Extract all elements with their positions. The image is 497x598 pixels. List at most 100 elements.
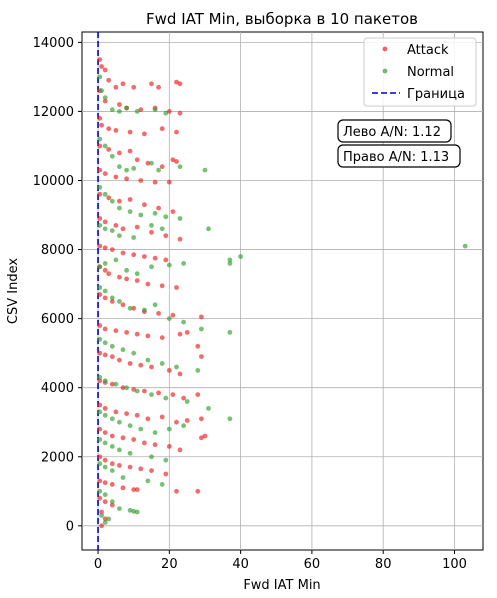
attack-point: [131, 84, 137, 90]
normal-point: [227, 330, 233, 335]
attack-point: [177, 110, 183, 116]
normal-point: [149, 454, 154, 460]
attack-point: [142, 388, 147, 394]
normal-point: [124, 105, 129, 111]
normal-point: [145, 357, 151, 363]
normal-point: [131, 166, 137, 171]
normal-point: [159, 361, 165, 366]
normal-point: [102, 143, 108, 149]
attack-point: [106, 147, 112, 152]
attack-point: [195, 392, 201, 397]
attack-point: [202, 433, 208, 439]
attack-point: [97, 402, 103, 408]
attack-point: [102, 267, 108, 273]
normal-point: [127, 423, 133, 429]
attack-point: [177, 371, 183, 377]
normal-point: [102, 378, 108, 384]
normal-point: [124, 385, 129, 391]
attack-point: [131, 305, 137, 311]
attack-point: [177, 447, 183, 453]
attack-point: [181, 395, 187, 401]
attack-point: [117, 102, 122, 107]
annotation-left-box: [337, 119, 452, 143]
normal-points: [97, 74, 468, 525]
attack-point: [170, 209, 176, 215]
x-axis-label: Fwd IAT Min: [243, 578, 320, 593]
normal-point: [462, 243, 468, 249]
normal-point: [166, 426, 172, 432]
normal-point: [97, 461, 103, 467]
normal-point: [149, 264, 154, 270]
normal-point: [149, 392, 154, 397]
normal-point: [152, 302, 158, 308]
normal-point: [117, 299, 122, 304]
attack-point: [97, 323, 103, 328]
normal-point: [124, 167, 129, 173]
normal-point: [149, 160, 154, 166]
attack-point: [106, 77, 112, 83]
attack-point: [120, 435, 126, 441]
x-tick-label: 20: [161, 557, 178, 572]
normal-point: [102, 340, 108, 346]
attack-point: [177, 81, 183, 87]
attack-point: [163, 233, 169, 239]
attack-point: [145, 333, 151, 339]
normal-point: [109, 444, 115, 449]
legend-label-threshold: Граница: [407, 87, 465, 102]
attack-point: [97, 454, 103, 460]
attack-point: [124, 176, 129, 182]
attack-point: [97, 426, 103, 432]
x-tick-label: 40: [232, 557, 249, 572]
legend: Attack Normal Граница: [363, 37, 477, 107]
normal-point: [134, 388, 140, 394]
attack-point: [156, 205, 162, 211]
normal-point: [117, 447, 122, 453]
attack-point: [134, 412, 140, 418]
attack-point: [170, 312, 176, 318]
normal-point: [138, 426, 144, 432]
attack-point: [166, 444, 172, 449]
attack-point: [174, 419, 179, 425]
legend-label-normal: Normal: [407, 65, 454, 80]
normal-point: [181, 423, 187, 429]
attack-point: [159, 283, 165, 289]
attack-point: [109, 433, 115, 439]
attack-point: [99, 122, 104, 128]
attack-point: [199, 354, 204, 359]
attack-point: [184, 330, 190, 335]
normal-point: [227, 416, 233, 422]
normal-point: [177, 164, 183, 170]
normal-point: [97, 74, 103, 80]
attack-point: [166, 179, 172, 185]
attack-point: [109, 247, 115, 253]
attack-point: [124, 411, 129, 416]
normal-point: [227, 261, 233, 266]
attack-point: [102, 326, 108, 332]
normal-point: [134, 509, 140, 515]
normal-point: [117, 109, 122, 114]
normal-point: [152, 107, 158, 113]
attack-point: [97, 191, 103, 197]
attack-point: [97, 350, 103, 356]
attack-point: [149, 468, 154, 473]
normal-point: [109, 499, 115, 505]
attack-point: [174, 129, 179, 135]
normal-point: [109, 228, 115, 234]
normal-point: [109, 343, 115, 349]
attack-point: [120, 385, 126, 391]
attack-point: [127, 148, 133, 154]
normal-point: [206, 226, 211, 232]
normal-point: [124, 267, 129, 273]
attack-point: [156, 84, 162, 90]
attack-point: [102, 295, 108, 301]
normal-point: [97, 437, 103, 442]
attack-point: [152, 179, 158, 185]
attack-point: [120, 81, 126, 87]
normal-point: [97, 409, 103, 415]
normal-point: [238, 254, 244, 259]
attack-point: [99, 64, 104, 69]
normal-point: [102, 288, 108, 294]
attack-point: [102, 352, 108, 358]
normal-point: [99, 513, 104, 518]
